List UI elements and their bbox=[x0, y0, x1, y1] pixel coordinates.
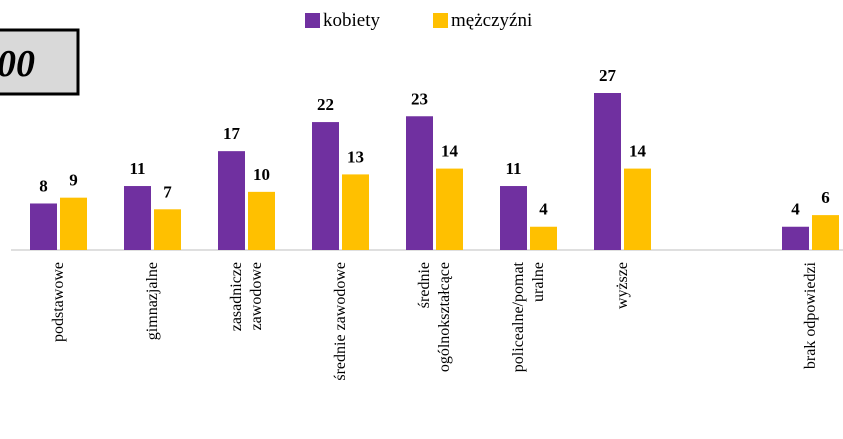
bar bbox=[594, 93, 621, 250]
bar bbox=[312, 122, 339, 250]
data-label: 27 bbox=[599, 66, 617, 85]
x-tick-label-line: policealne/pomat bbox=[510, 261, 527, 372]
data-label: 7 bbox=[163, 182, 172, 201]
bar bbox=[406, 116, 433, 250]
x-tick-label: średnie zawodowe bbox=[332, 262, 349, 381]
data-label: 22 bbox=[317, 95, 334, 114]
bar bbox=[218, 151, 245, 250]
data-label: 11 bbox=[129, 159, 145, 178]
x-tick-label-line: podstawowe bbox=[50, 262, 67, 342]
x-tick-label-line: gimnazjalne bbox=[144, 262, 161, 340]
data-label: 4 bbox=[791, 200, 800, 219]
data-label: 4 bbox=[539, 200, 548, 219]
bar bbox=[782, 226, 809, 250]
bar bbox=[60, 197, 87, 250]
annotation: 00 bbox=[0, 43, 35, 85]
data-label: 17 bbox=[223, 124, 241, 143]
bar bbox=[154, 209, 181, 250]
annotation-box bbox=[0, 28, 80, 96]
legend-swatch bbox=[305, 13, 320, 28]
legend-swatch bbox=[433, 13, 448, 28]
data-label: 10 bbox=[253, 165, 270, 184]
x-tick-label-line: zasadnicze bbox=[228, 262, 245, 331]
x-tick-label: wyższe bbox=[614, 262, 631, 309]
x-tick-label-line: zawodowe bbox=[248, 262, 265, 330]
data-label: 6 bbox=[821, 188, 830, 207]
data-label: 13 bbox=[347, 147, 364, 166]
data-label: 11 bbox=[505, 159, 521, 178]
x-tick-label: brak odpowiedzi bbox=[802, 261, 819, 369]
x-tick-label: zasadnicze zawodowe bbox=[228, 262, 265, 331]
bar bbox=[624, 168, 651, 250]
x-tick-label-line: średnie bbox=[416, 262, 433, 308]
x-tick-label-line: brak odpowiedzi bbox=[802, 261, 819, 369]
data-label: 8 bbox=[39, 176, 48, 195]
x-tick-label: gimnazjalne bbox=[144, 262, 161, 340]
x-tick-label-line: ogólnokształcące bbox=[436, 262, 453, 372]
data-label: 9 bbox=[69, 171, 78, 190]
x-tick-label-line: uralne bbox=[530, 262, 547, 302]
x-tick-label-line: średnie zawodowe bbox=[332, 262, 349, 381]
x-tick-label: podstawowe bbox=[50, 262, 67, 342]
x-tick-label: średnie ogólnokształcące bbox=[416, 262, 453, 372]
bar bbox=[124, 186, 151, 250]
bar bbox=[342, 174, 369, 250]
bar bbox=[812, 215, 839, 250]
x-tick-label-line: wyższe bbox=[614, 262, 631, 309]
data-label: 14 bbox=[441, 142, 459, 161]
bar bbox=[500, 186, 527, 250]
bar bbox=[30, 203, 57, 250]
data-label: 14 bbox=[629, 142, 647, 161]
bar bbox=[436, 168, 463, 250]
bar bbox=[248, 191, 275, 250]
legend-label: mężczyźni bbox=[451, 10, 532, 31]
x-tick-label: policealne/pomat uralne bbox=[510, 261, 547, 372]
data-label: 23 bbox=[411, 89, 428, 108]
bar bbox=[530, 226, 557, 250]
legend-label: kobiety bbox=[323, 10, 380, 31]
